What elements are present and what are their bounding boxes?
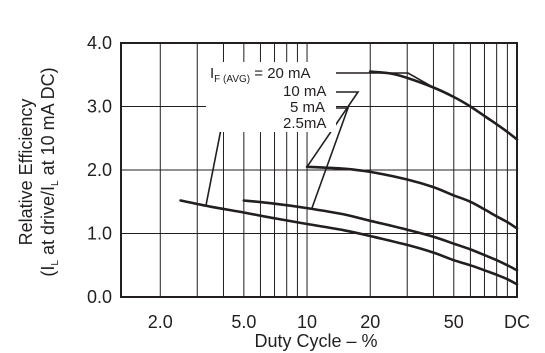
plot-frame	[120, 42, 518, 298]
x-tick-label: 2.0	[148, 312, 173, 332]
annotation-10ma: 10 mA	[283, 83, 326, 100]
series-group	[179, 70, 519, 286]
y-tick-label: 1.0	[87, 224, 112, 244]
series-line-2-5-ma	[179, 199, 519, 286]
x-tick-label: 50	[444, 312, 464, 332]
annotation-5ma: 5 mA	[290, 99, 325, 116]
y-tick-label: 3.0	[87, 97, 112, 117]
y-tick-label: 4.0	[87, 33, 112, 53]
x-tick-labels: 2.0 5.0 10 20 50 DC	[148, 312, 530, 332]
x-tick-label: 10	[297, 312, 317, 332]
y-tick-labels: 0.0 1.0 2.0 3.0 4.0	[87, 33, 112, 307]
y-tick-label: 2.0	[87, 160, 112, 180]
x-tick-label: DC	[504, 312, 530, 332]
y-tick-label: 0.0	[87, 287, 112, 307]
leader-line-20ma	[333, 72, 434, 89]
annotation-if-avg-20ma: IF (AVG) = 20 mA	[210, 65, 311, 85]
series-line-5-ma	[242, 199, 519, 272]
leader-line-5ma	[310, 107, 350, 210]
series-line-10-ma	[305, 165, 519, 230]
x-tick-label: 20	[360, 312, 380, 332]
leader-line-10ma	[306, 91, 360, 168]
series-line-20-ma	[368, 70, 519, 141]
x-tick-label: 5.0	[231, 312, 256, 332]
y-axis-title-line2: (IL at drive/IL at 10 mA DC)	[38, 67, 61, 276]
x-axis-title: Duty Cycle – %	[254, 331, 377, 351]
leader-line-2-5ma	[205, 123, 280, 206]
annotation-background	[206, 62, 336, 132]
annotation-2-5ma: 2.5mA	[283, 115, 326, 132]
y-axis-title-line1: Relative Efficiency	[16, 99, 36, 246]
